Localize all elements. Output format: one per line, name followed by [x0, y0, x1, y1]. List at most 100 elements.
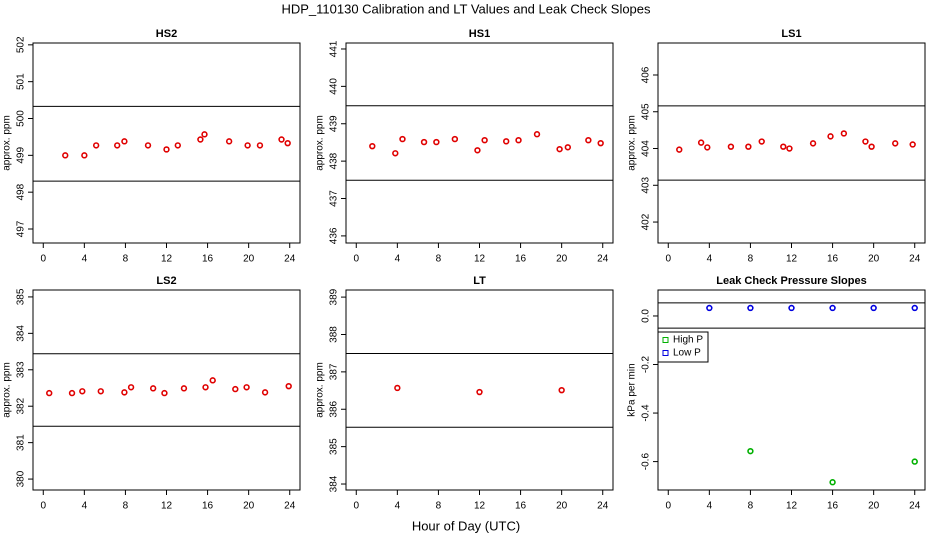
y-tick-label: 438: [329, 152, 340, 169]
y-tick-label: 385: [16, 288, 27, 305]
data-point: [197, 136, 204, 143]
data-point: [285, 382, 292, 390]
data-point: [433, 138, 440, 146]
y-axis-label: kPa per min: [627, 363, 638, 416]
legend-symbol: [662, 337, 669, 343]
y-tick-label: 389: [329, 288, 340, 305]
x-tick-label: 4: [82, 254, 88, 265]
x-tick-label: 24: [909, 254, 921, 265]
data-point: [127, 384, 135, 391]
y-tick-label: -0.2: [641, 355, 652, 373]
data-point: [564, 144, 572, 151]
data-point: [114, 142, 121, 149]
data-point: [97, 388, 104, 395]
x-tick-label: 24: [597, 501, 609, 512]
data-point: [121, 138, 128, 145]
legend-symbol: [662, 350, 669, 356]
data-point: [243, 384, 250, 391]
x-tick-label: 20: [556, 254, 568, 265]
data-point: [79, 388, 86, 395]
y-tick-label: 501: [16, 73, 27, 90]
data-point: [840, 130, 848, 137]
data-point: [163, 146, 170, 153]
x-tick-label: 4: [82, 501, 88, 512]
data-point: [503, 138, 510, 145]
x-tick-label: 12: [786, 501, 798, 512]
data-point: [870, 304, 877, 312]
data-point: [256, 142, 264, 149]
data-point: [481, 136, 488, 144]
data-point: [394, 384, 401, 392]
data-point: [788, 304, 795, 312]
data-point: [144, 142, 152, 149]
x-tick-label: 0: [665, 254, 671, 265]
y-tick-label: 498: [16, 183, 27, 200]
x-tick-label: 0: [353, 501, 359, 512]
data-point: [476, 388, 483, 396]
x-tick-label: 4: [395, 501, 401, 512]
x-tick-label: 8: [123, 254, 129, 265]
data-point: [225, 138, 233, 145]
y-axis-label: approx. ppm: [315, 115, 326, 171]
y-tick-label: 404: [641, 140, 652, 157]
data-point: [474, 147, 481, 154]
x-tick-label: 24: [284, 254, 296, 265]
x-tick-label: 4: [395, 254, 401, 265]
x-tick-label: 20: [868, 254, 880, 265]
x-tick-label: 0: [40, 254, 46, 265]
data-point: [515, 136, 522, 144]
data-point: [704, 144, 711, 151]
data-point: [786, 145, 793, 152]
data-point: [180, 385, 188, 392]
y-axis-label: approx. ppm: [627, 115, 638, 171]
data-point: [202, 384, 209, 391]
x-tick-label: 20: [868, 501, 880, 512]
x-tick-label: 20: [556, 501, 568, 512]
y-tick-label: -0.6: [641, 453, 652, 471]
data-point: [161, 389, 168, 397]
y-tick-label: 381: [16, 434, 27, 451]
y-tick-label: 502: [16, 36, 27, 53]
x-tick-label: 4: [707, 501, 713, 512]
y-tick-label: 436: [329, 227, 340, 244]
x-tick-label: 0: [665, 501, 671, 512]
x-tick-label: 16: [202, 254, 214, 265]
data-point: [46, 389, 53, 397]
x-tick-label: 16: [515, 501, 527, 512]
y-tick-label: 500: [16, 110, 27, 127]
data-point: [399, 135, 406, 143]
y-tick-label: 402: [641, 213, 652, 230]
data-point: [278, 136, 285, 143]
x-tick-label: 0: [353, 254, 359, 265]
y-tick-label: 441: [329, 40, 340, 57]
plot-frame: [32, 289, 301, 491]
x-tick-label: 8: [748, 254, 754, 265]
x-tick-label: 0: [40, 501, 46, 512]
y-tick-label: 382: [16, 397, 27, 414]
data-point: [81, 152, 88, 159]
data-point: [284, 139, 291, 147]
data-point: [827, 133, 834, 140]
data-point: [809, 140, 817, 147]
data-point: [209, 377, 216, 384]
data-point: [174, 142, 181, 149]
y-tick-label: 440: [329, 78, 340, 95]
data-point: [909, 141, 916, 148]
y-tick-label: 384: [329, 475, 340, 492]
y-axis-label: approx. ppm: [2, 115, 13, 171]
y-tick-label: 497: [16, 220, 27, 237]
legend-label: High P: [673, 335, 703, 346]
y-tick-label: 386: [329, 400, 340, 417]
x-tick-label: 20: [243, 501, 255, 512]
data-point: [780, 143, 787, 150]
data-point: [68, 389, 76, 397]
data-point: [829, 304, 836, 312]
figure-title: HDP_110130 Calibration and LT Values and…: [281, 1, 651, 16]
data-point: [62, 152, 69, 159]
x-tick-label: 16: [515, 254, 527, 265]
data-point: [149, 385, 157, 392]
data-point: [727, 143, 735, 150]
data-point: [244, 142, 251, 149]
legend-label: Low P: [673, 348, 701, 359]
x-axis-label: Hour of Day (UTC): [412, 518, 520, 533]
